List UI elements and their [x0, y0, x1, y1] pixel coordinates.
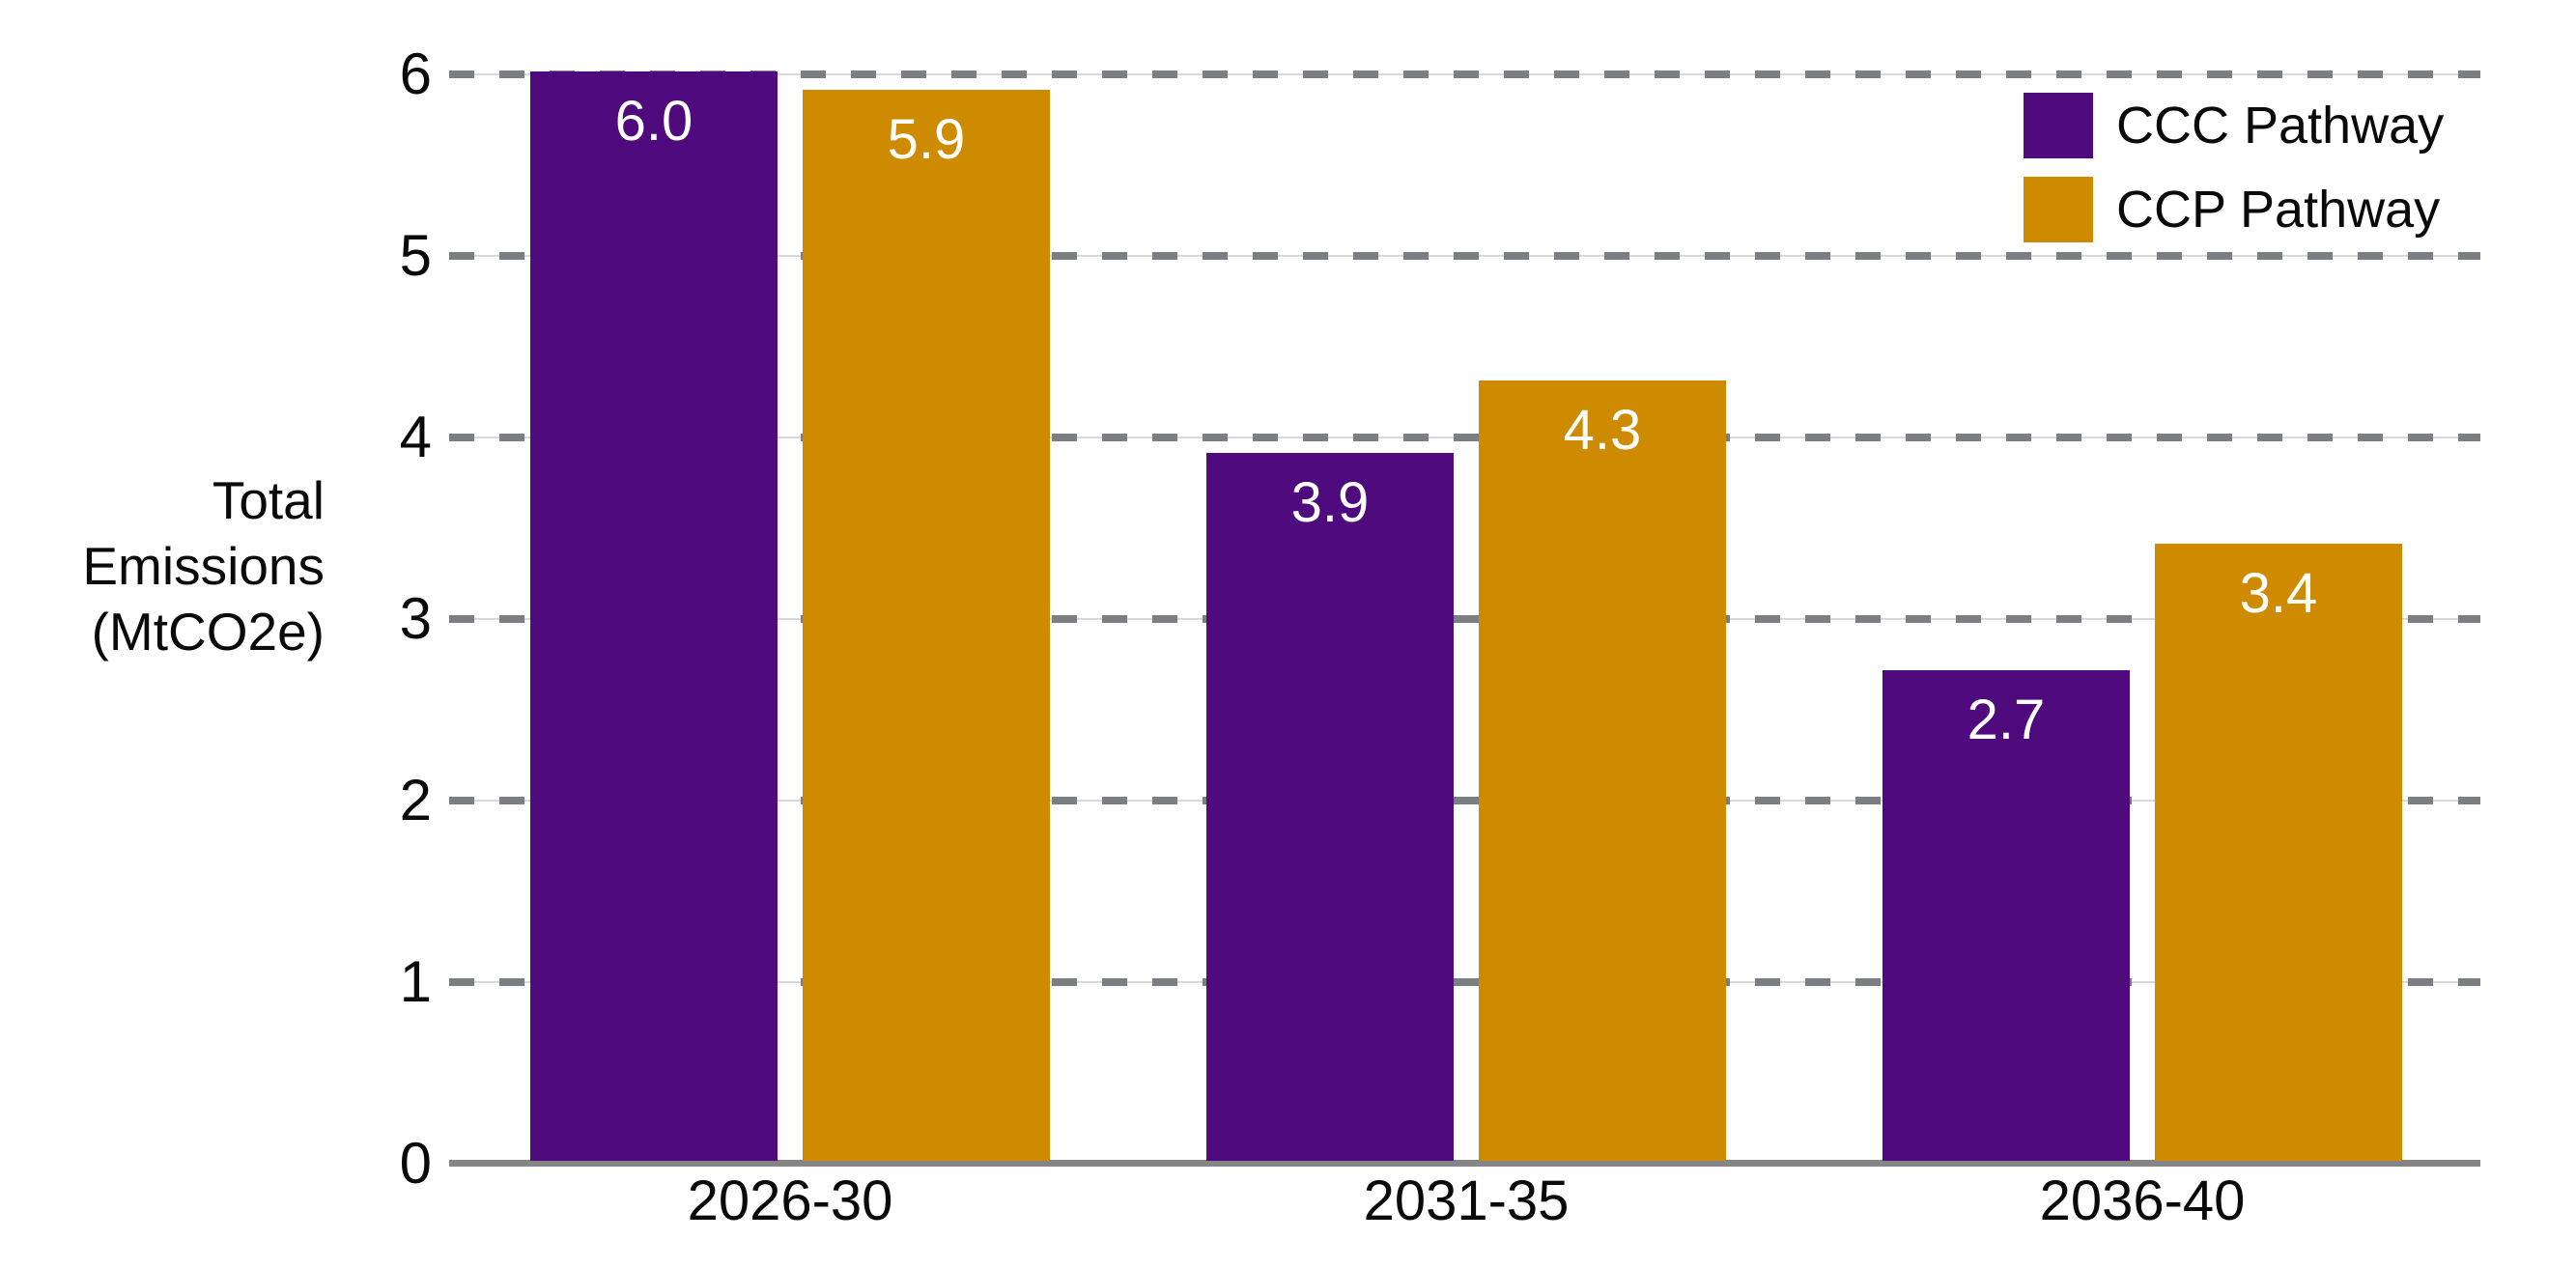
y-tick-label-3: 3 — [399, 586, 432, 651]
gridline-y5 — [449, 252, 2480, 260]
bar-ccp-2031-35: 4.3 — [1479, 380, 1726, 1161]
y-tick-label-6: 6 — [399, 42, 432, 106]
gridline-y3 — [449, 615, 2480, 623]
y-tick-label-5: 5 — [399, 223, 432, 288]
y-axis-title-line: Emissions — [82, 536, 325, 596]
legend-row-ccc: CCC Pathway — [2024, 93, 2444, 158]
x-tick-label-2026-30: 2026-30 — [687, 1169, 893, 1232]
legend-swatch-icon — [2024, 177, 2093, 242]
y-axis-title-line: (MtCO2e) — [91, 602, 325, 662]
gridline-y1 — [449, 978, 2480, 986]
bar-ccc-2031-35: 3.9 — [1206, 453, 1454, 1161]
legend-row-ccp: CCP Pathway — [2024, 177, 2444, 242]
bar-value-label: 4.3 — [1563, 399, 1642, 462]
y-tick-label-2: 2 — [399, 768, 432, 832]
legend-label: CCC Pathway — [2116, 97, 2445, 155]
gridline-y2 — [449, 797, 2480, 804]
bar-value-label: 3.9 — [1290, 471, 1370, 534]
y-axis-title-line: Total — [212, 470, 325, 530]
gridline-y6 — [449, 70, 2480, 78]
bar-value-label: 6.0 — [614, 90, 694, 153]
x-tick-label-2031-35: 2031-35 — [1363, 1169, 1570, 1232]
legend-label: CCP Pathway — [2116, 181, 2441, 239]
y-axis-title: Total Emissions (MtCO2e) — [35, 467, 325, 664]
bar-ccp-2036-40: 3.4 — [2155, 544, 2402, 1161]
y-tick-label-1: 1 — [399, 949, 432, 1014]
legend-swatch-icon — [2024, 93, 2093, 158]
y-tick-label-0: 0 — [399, 1131, 432, 1196]
legend: CCC Pathway CCP Pathway — [2024, 93, 2444, 242]
bar-value-label: 3.4 — [2239, 562, 2318, 625]
gridline-y4 — [449, 434, 2480, 441]
x-tick-label-2036-40: 2036-40 — [2039, 1169, 2246, 1232]
bar-value-label: 2.7 — [1967, 689, 2046, 751]
x-axis-baseline — [449, 1160, 2480, 1167]
bar-ccp-2026-30: 5.9 — [803, 90, 1050, 1161]
bar-ccc-2036-40: 2.7 — [1882, 670, 2130, 1161]
bar-ccc-2026-30: 6.0 — [530, 71, 778, 1161]
bar-value-label: 5.9 — [887, 108, 966, 171]
y-tick-label-4: 4 — [399, 405, 432, 469]
